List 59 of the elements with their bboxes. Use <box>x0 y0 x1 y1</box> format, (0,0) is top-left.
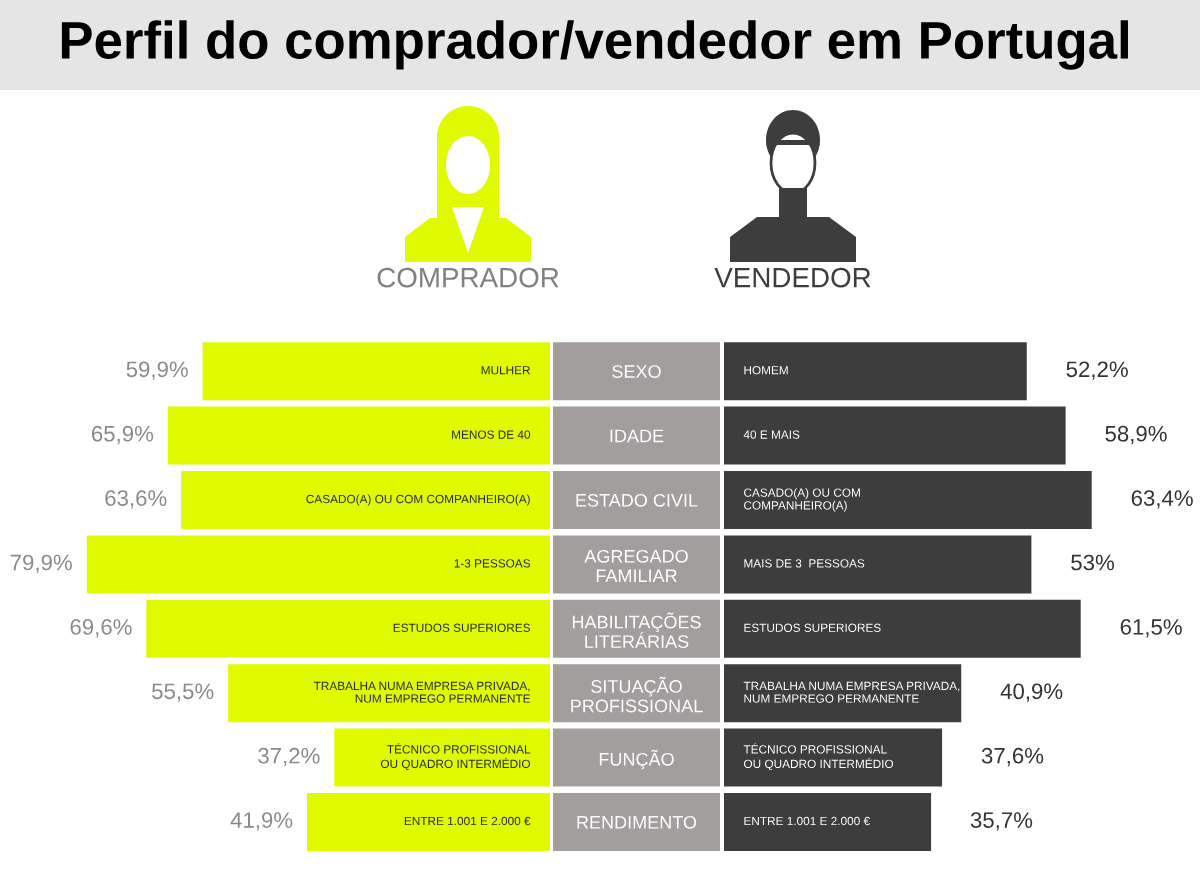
bar <box>724 793 932 851</box>
data-label: 37,2% <box>258 747 320 767</box>
annotation: MAIS DE 3 PESSOAS <box>744 559 865 568</box>
y-tick-label: RENDIMENTO <box>577 815 697 829</box>
bar <box>724 728 943 787</box>
annotation: ESTUDOS SUPERIORES <box>393 623 531 632</box>
y-tick-label: SITUAÇÃO PROFISSIONAL <box>571 676 703 713</box>
data-label: 58,9% <box>1105 425 1167 445</box>
annotation: TÉCNICO PROFISSIONAL OU QUADRO INTERMÉDIO <box>380 743 531 771</box>
bar <box>167 406 550 465</box>
data-label: 65,9% <box>92 425 154 445</box>
bar <box>146 599 550 658</box>
data-label: 79,9% <box>10 554 72 573</box>
data-label: 41,9% <box>230 812 293 831</box>
data-label: 35,7% <box>970 812 1033 831</box>
data-label: 63,4% <box>1131 490 1193 509</box>
annotation: MULHER <box>481 366 531 375</box>
data-label: 40,9% <box>1000 683 1063 702</box>
bar <box>724 471 1092 529</box>
annotation: MENOS DE 40 <box>452 430 531 439</box>
annotation: 40 E MAIS <box>743 430 800 439</box>
data-label: 69,6% <box>70 619 132 638</box>
bar <box>202 342 550 401</box>
legend-label: COMPRADOR <box>377 267 559 288</box>
data-label: 53% <box>1071 554 1114 571</box>
y-tick-label: HABILITAÇÕES LITERÁRIAS <box>572 612 701 648</box>
data-label: 55,5% <box>152 683 214 702</box>
bar <box>181 471 550 529</box>
annotation: TRABALHA NUMA EMPRESA PRIVADA, NUM EMPREGO PERMANENTE <box>313 681 531 703</box>
bar <box>228 664 550 723</box>
annotation: CASADO(A) OU COM COMPANHEIRO(A) <box>744 488 860 512</box>
bar <box>724 342 1027 401</box>
bar <box>724 406 1066 465</box>
y-tick-label: IDADE <box>610 429 664 443</box>
y-tick-label: ESTADO CIVIL <box>576 493 698 507</box>
legend-label: VENDEDOR <box>714 267 871 288</box>
y-tick-label: SEXO <box>612 365 661 378</box>
bar <box>724 599 1081 658</box>
bar <box>86 535 550 594</box>
y-tick-label: AGREGADO FAMILIAR <box>584 549 688 582</box>
annotation: TÉCNICO PROFISSIONAL OU QUADRO INTERMÉDIO <box>743 743 894 771</box>
annotation: HOMEM <box>744 366 788 375</box>
data-label: 52,2% <box>1066 361 1128 380</box>
bar <box>724 535 1032 594</box>
y-tick-label: FUNÇÃO <box>599 749 674 770</box>
data-label: 37,6% <box>981 747 1044 767</box>
data-label: 63,6% <box>105 490 167 509</box>
annotation: CASADO(A) OU COM COMPANHEIRO(A) <box>306 494 530 506</box>
bar <box>724 664 962 723</box>
data-label: 59,9% <box>126 361 188 380</box>
annotation: ESTUDOS SUPERIORES <box>744 623 881 632</box>
annotation: 1-3 PESSOAS <box>454 559 531 568</box>
annotation: TRABALHA NUMA EMPRESA PRIVADA, NUM EMPREGO PERMANENTE <box>743 681 960 703</box>
chart-title: Perfil do comprador/vendedor em Portugal <box>61 20 1128 70</box>
annotation: ENTRE 1.001 E 2.000 € <box>744 816 870 826</box>
bar <box>306 793 550 851</box>
data-label: 61,5% <box>1120 619 1182 638</box>
bar <box>334 728 550 787</box>
annotation: ENTRE 1.001 E 2.000 € <box>404 816 531 826</box>
